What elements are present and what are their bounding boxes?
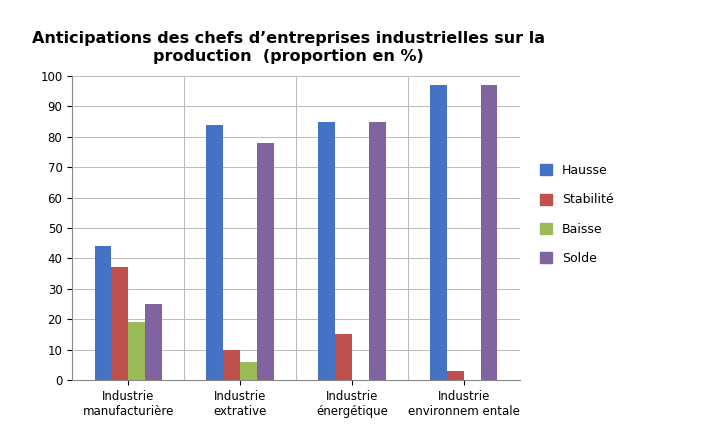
Bar [447,371,464,380]
Bar [111,267,129,380]
Bar [129,322,145,380]
Bar [223,350,240,380]
Bar [430,85,447,380]
Bar [95,246,111,380]
Bar [369,122,386,380]
Bar [145,304,162,380]
Bar [335,334,352,380]
Bar [481,85,497,380]
Legend: Hausse, Stabilité, Baisse, Solde: Hausse, Stabilité, Baisse, Solde [534,158,620,271]
Text: Anticipations des chefs d’entreprises industrielles sur la
production  (proporti: Anticipations des chefs d’entreprises in… [32,31,545,63]
Bar [240,362,257,380]
Bar [257,143,274,380]
Bar [206,125,223,380]
Bar [318,122,335,380]
